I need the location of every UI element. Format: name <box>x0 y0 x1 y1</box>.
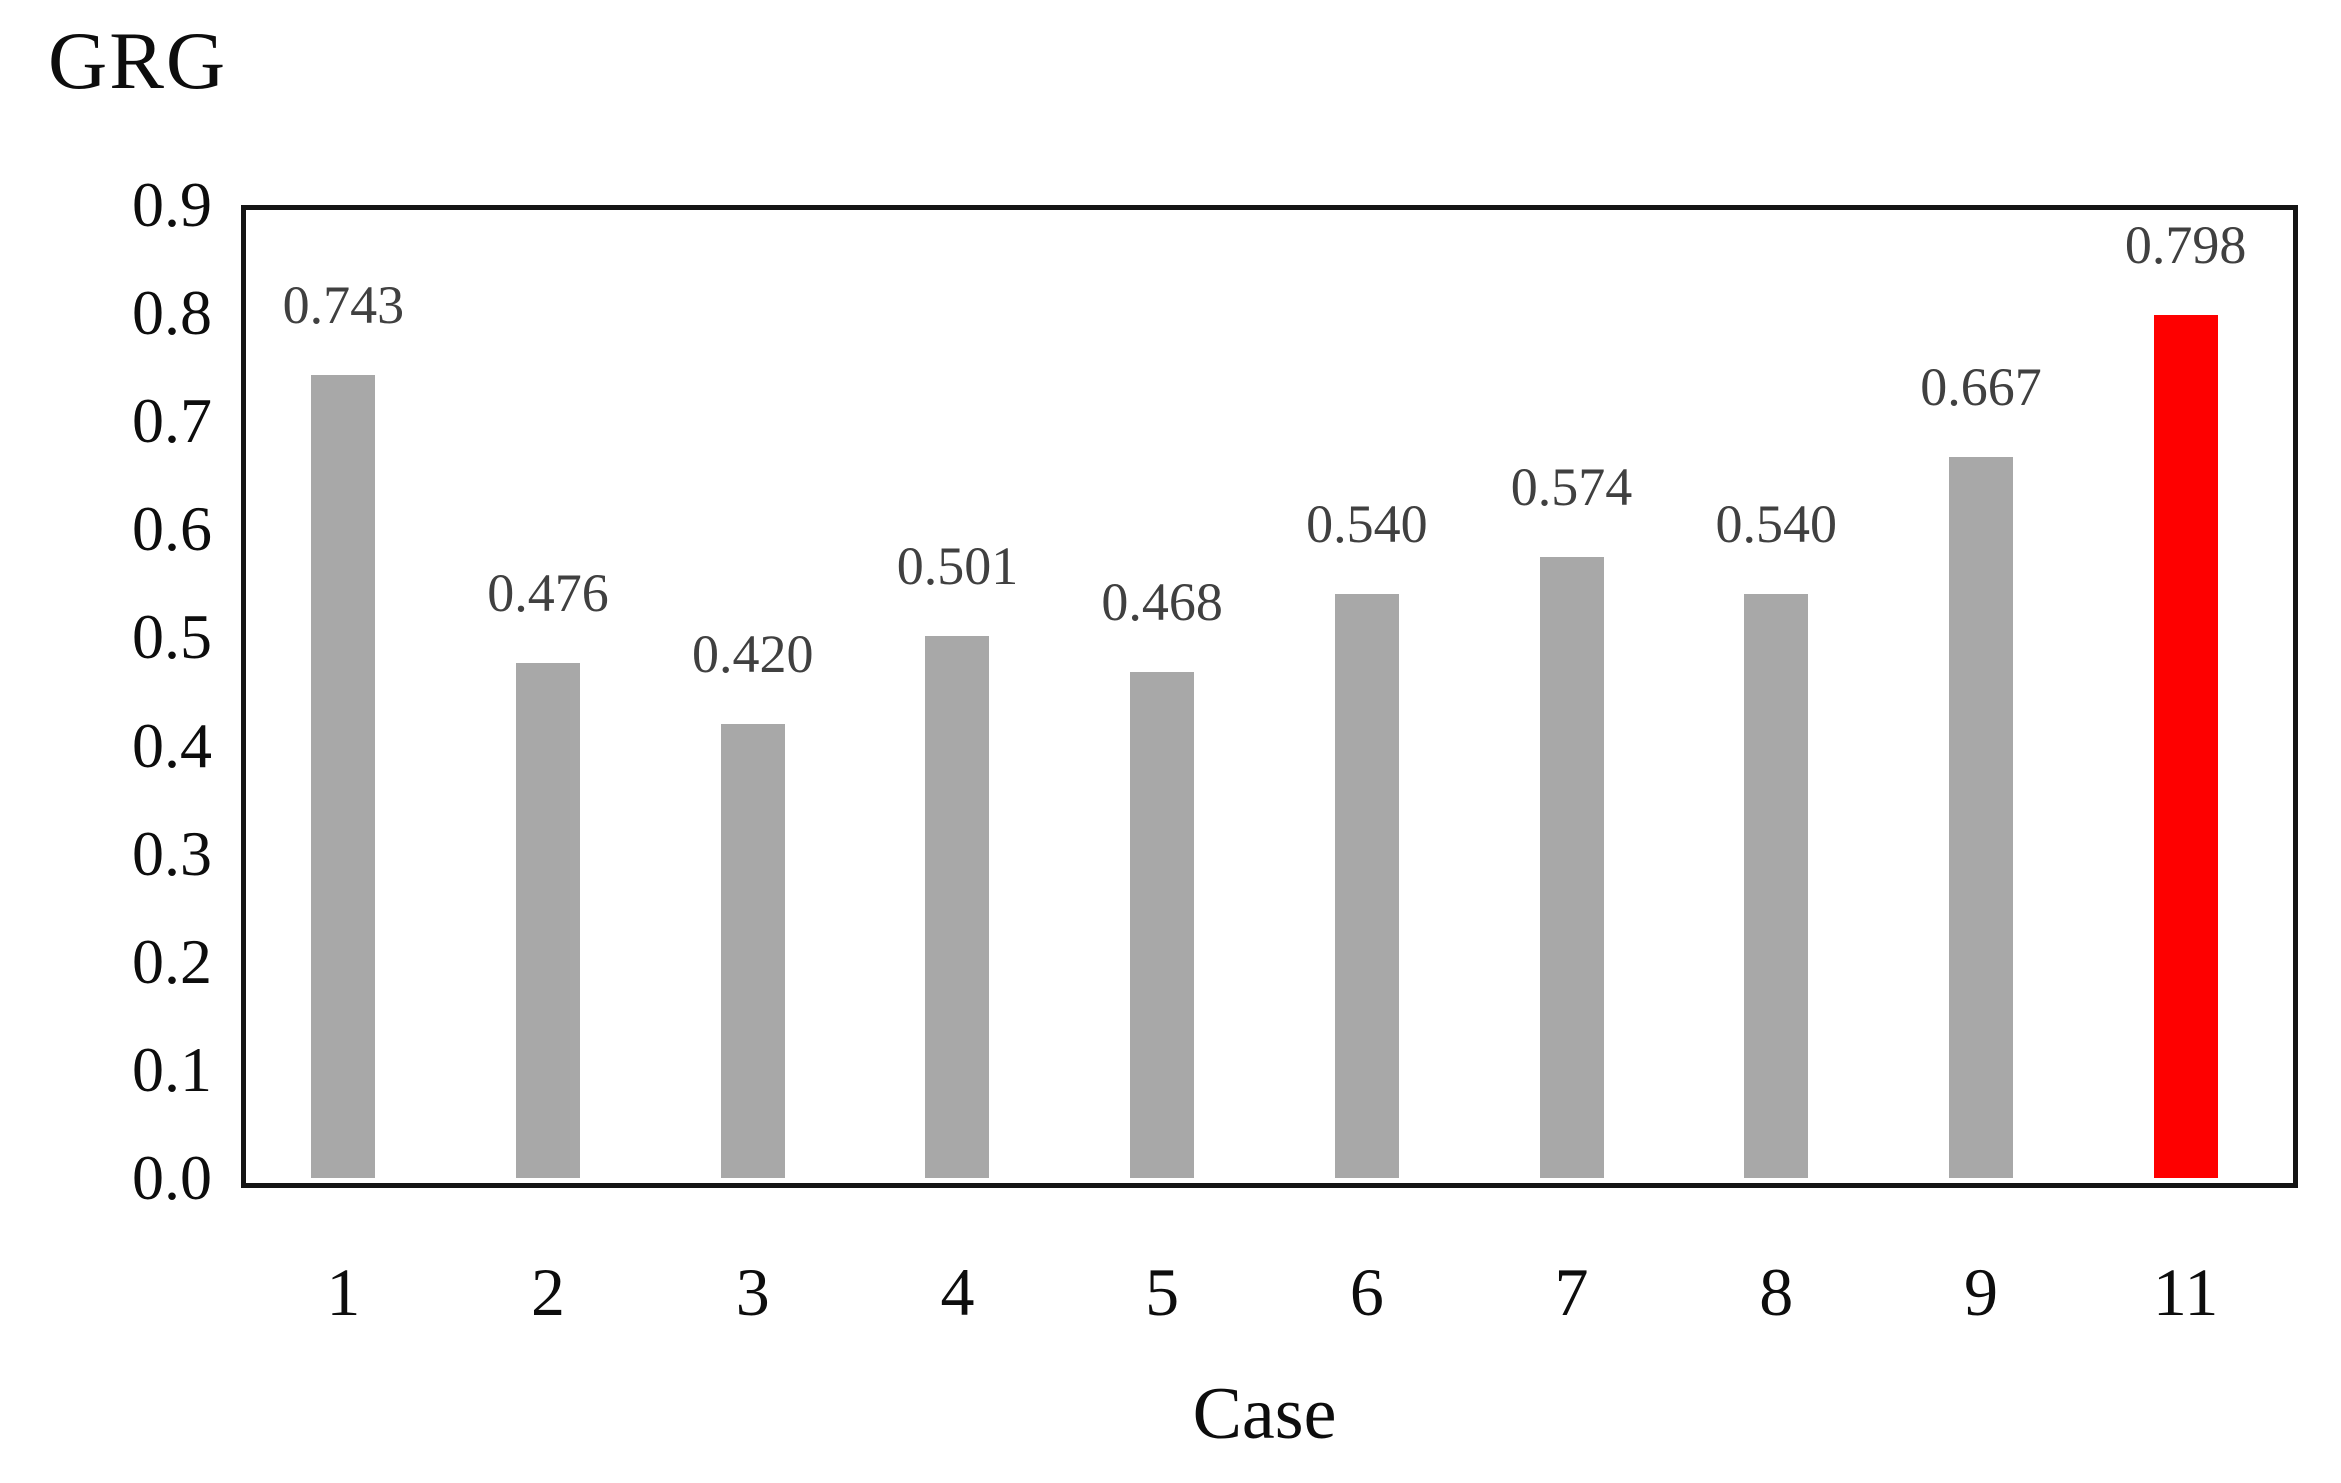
bar-case-4 <box>925 636 990 1178</box>
y-tick-label: 0.7 <box>132 385 212 457</box>
bar-case-5 <box>1130 672 1195 1178</box>
bar-value-label: 0.540 <box>1715 494 1838 555</box>
x-tick-label: 6 <box>1349 1254 1384 1330</box>
y-axis-title: GRG <box>48 15 228 106</box>
bar-case-3 <box>720 723 785 1178</box>
x-tick-label: 5 <box>1145 1254 1180 1330</box>
bar-value-label: 0.667 <box>1920 356 2042 417</box>
x-tick-label: 4 <box>940 1254 975 1330</box>
bar-case-6 <box>1334 594 1399 1178</box>
bar-case-1 <box>311 374 376 1178</box>
bar-value-label: 0.476 <box>487 563 609 624</box>
bar-case-8 <box>1744 594 1809 1178</box>
y-tick-label: 0.8 <box>132 277 212 349</box>
bar-value-label: 0.743 <box>282 274 405 335</box>
x-tick-label: 8 <box>1759 1254 1794 1330</box>
bar-value-label: 0.501 <box>896 536 1019 597</box>
bar-case-9 <box>1948 456 2013 1178</box>
y-tick-label: 0.9 <box>132 169 212 240</box>
bar-value-label: 0.468 <box>1101 572 1223 633</box>
x-tick-label: 11 <box>2152 1254 2219 1330</box>
bar-value-label: 0.574 <box>1510 457 1633 518</box>
x-tick-label: 3 <box>735 1254 770 1330</box>
y-tick-label: 0.1 <box>132 1033 212 1105</box>
y-tick-label: 0.2 <box>132 925 212 997</box>
x-tick-label: 9 <box>1963 1254 1998 1330</box>
bar-case-2 <box>516 663 581 1178</box>
y-tick-label: 0.0 <box>132 1142 212 1213</box>
bar-case-7 <box>1539 557 1604 1178</box>
bar-case-11 <box>2153 315 2218 1178</box>
y-tick-label: 0.5 <box>132 601 212 673</box>
x-axis-title: Case <box>1192 1373 1337 1455</box>
bar-value-label: 0.540 <box>1306 494 1428 555</box>
y-tick-label: 0.4 <box>132 709 212 781</box>
x-tick-label: 1 <box>326 1254 361 1330</box>
y-tick-label: 0.6 <box>132 493 212 565</box>
y-tick-label: 0.3 <box>132 817 212 889</box>
bar-value-label: 0.798 <box>2124 215 2247 276</box>
x-tick-label: 2 <box>531 1254 566 1330</box>
x-tick-label: 7 <box>1554 1254 1589 1330</box>
bar-value-label: 0.420 <box>692 623 814 684</box>
